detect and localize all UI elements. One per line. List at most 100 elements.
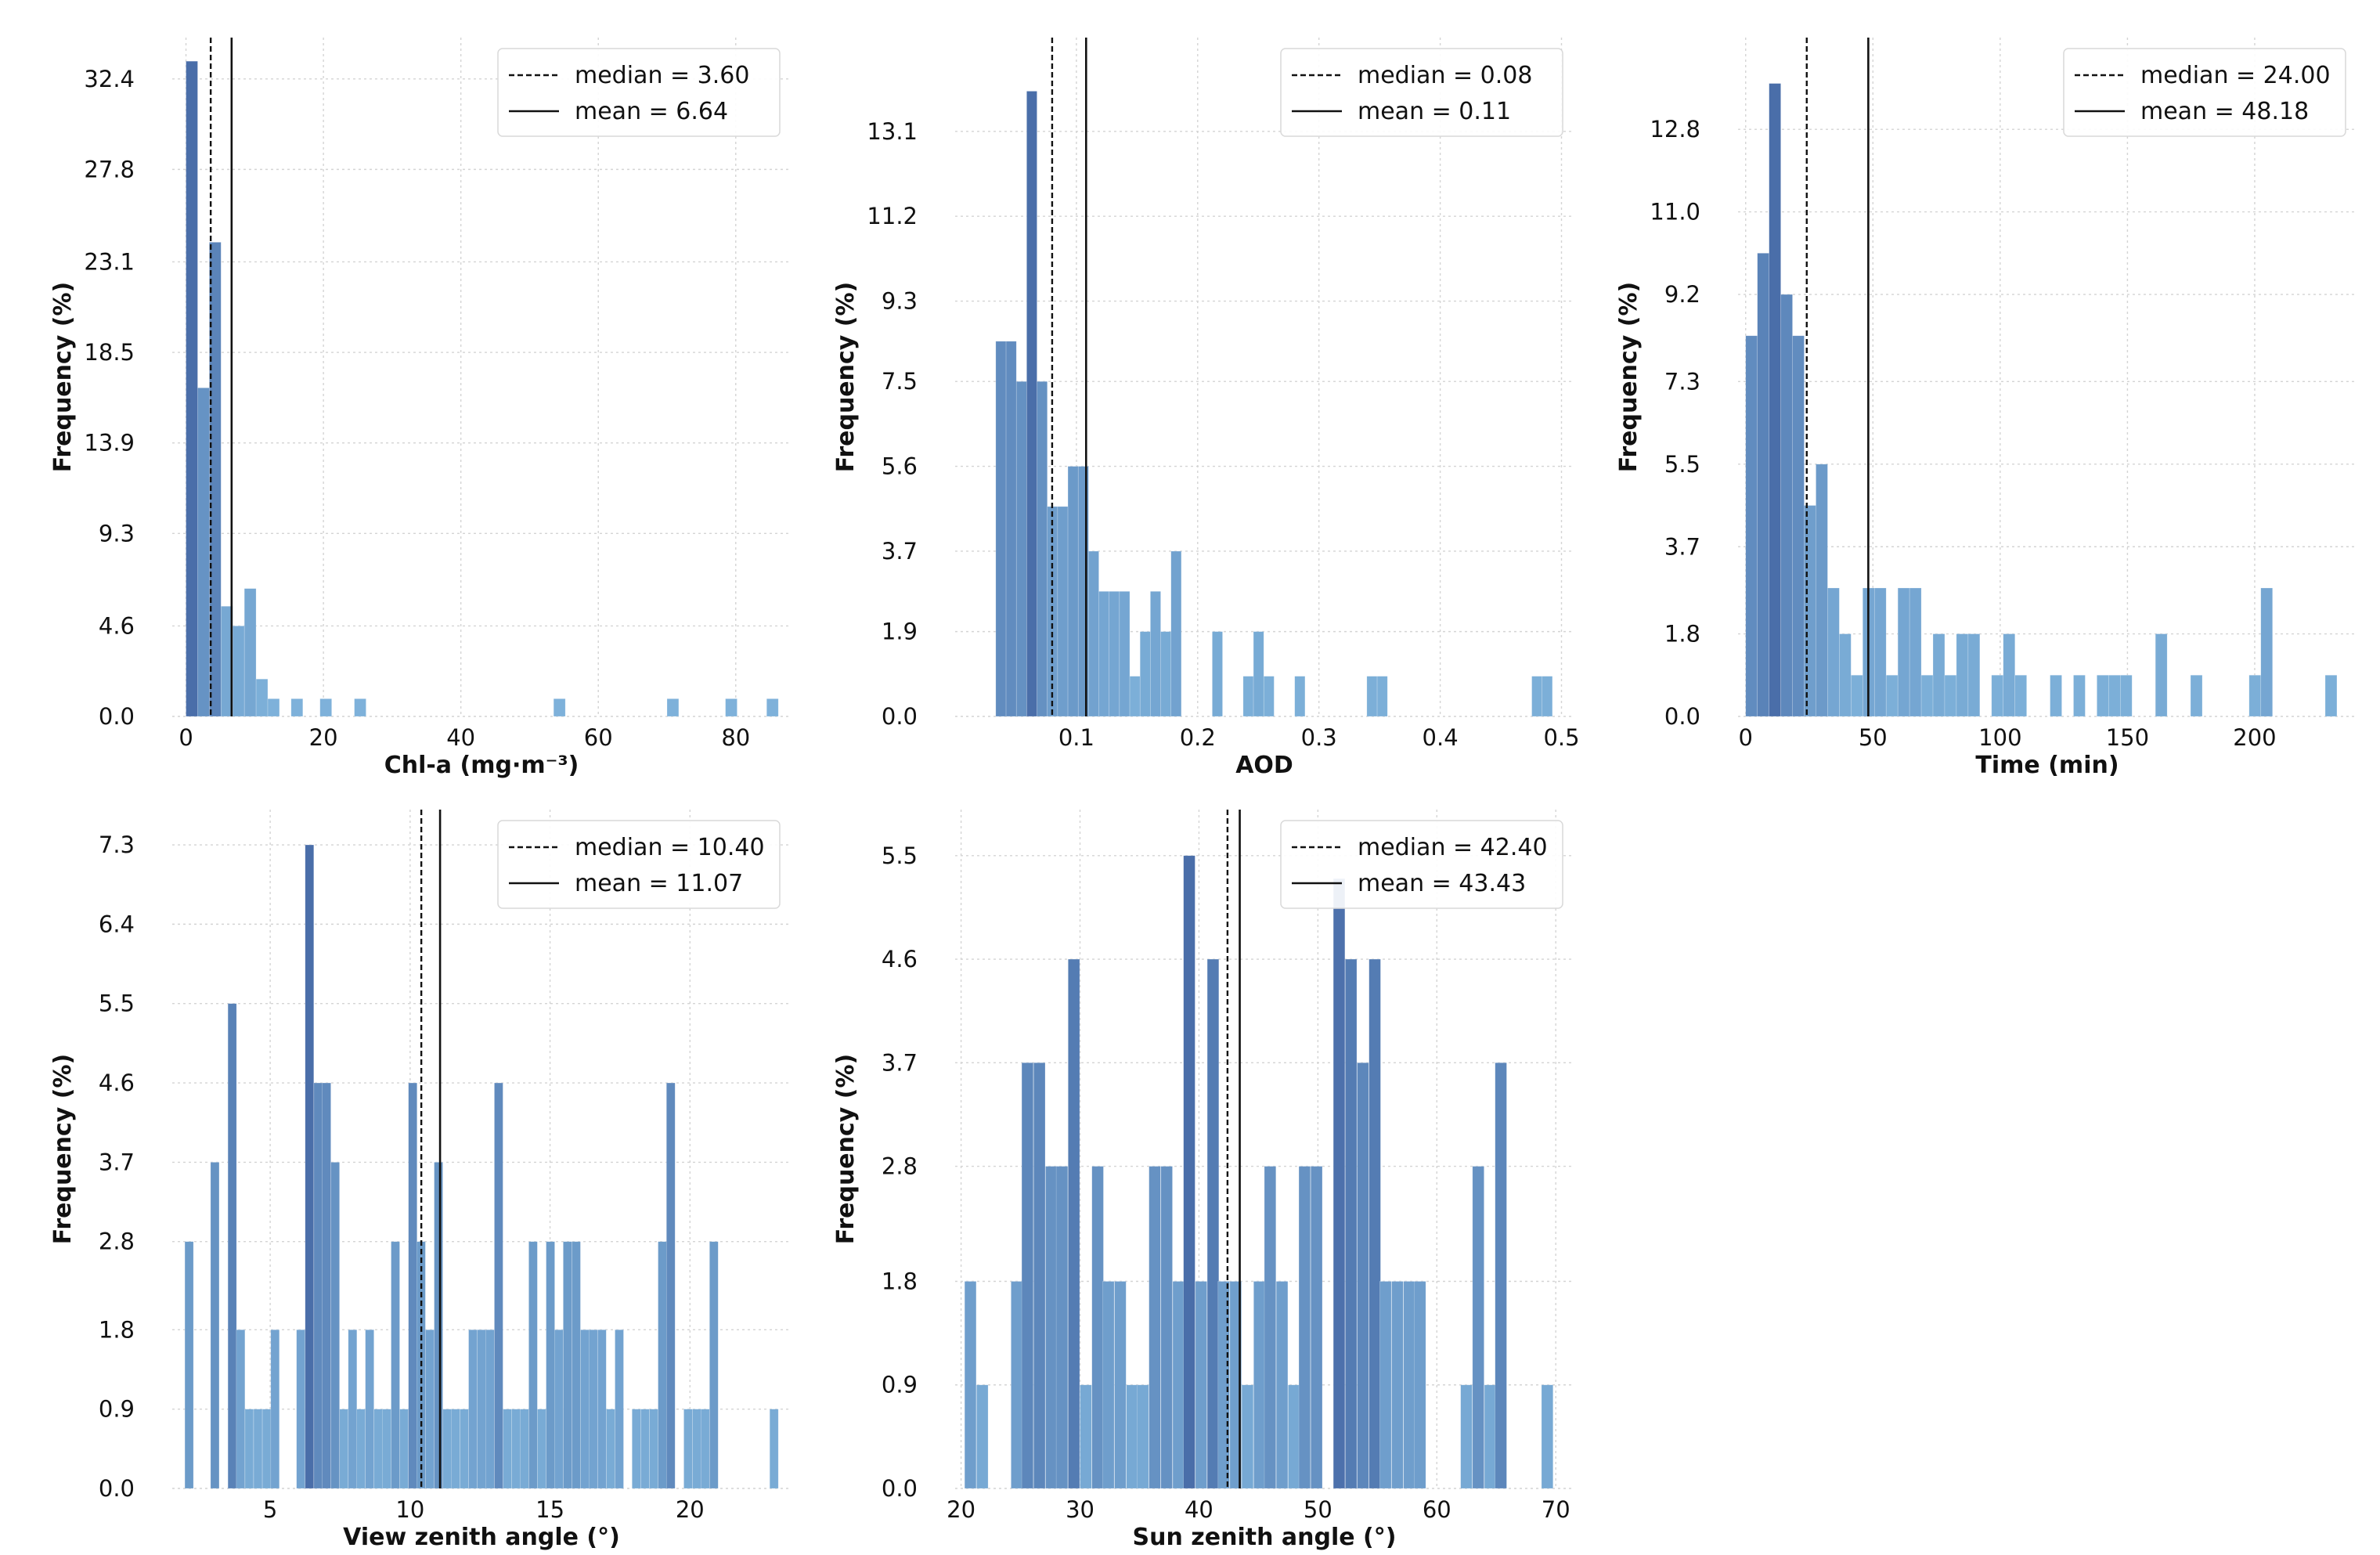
histogram-bar	[468, 1330, 478, 1489]
x-tick-label: 60	[584, 724, 613, 751]
histogram-bar	[1264, 1166, 1277, 1489]
legend-median-label: median = 0.08	[1358, 62, 1532, 89]
histogram-bar	[261, 1409, 272, 1489]
histogram-bar	[1932, 633, 1945, 717]
bars	[184, 844, 779, 1489]
histogram-bar	[1160, 631, 1172, 717]
histogram-bar	[1944, 674, 1957, 717]
y-axis-label: Frequency (%)	[1615, 282, 1643, 473]
legend: median = 42.40 mean = 43.43	[1280, 820, 1563, 909]
histogram-bar	[1015, 381, 1027, 717]
histogram-bar	[1897, 587, 1910, 717]
y-tick-label: 18.5	[84, 339, 135, 366]
histogram-bar	[1241, 1384, 1254, 1489]
histogram-bar	[2014, 674, 2027, 717]
histogram-bar	[528, 1241, 538, 1489]
legend: median = 0.08 mean = 0.11	[1280, 48, 1563, 137]
histogram-bar	[503, 1409, 512, 1489]
histogram-bar	[425, 1330, 435, 1489]
histogram-bar	[709, 1241, 719, 1489]
histogram-bar	[2248, 674, 2262, 717]
legend-median-label: median = 24.00	[2140, 62, 2331, 89]
y-tick-label: 0.0	[99, 1475, 135, 1502]
y-axis-label: Frequency (%)	[49, 282, 77, 473]
histogram-bar	[1139, 631, 1151, 717]
chart-panel-aod: 0.0 1.9 3.7 5.6 7.5 9.3 11.2 13.1 0.1 0.2 0.3 0.4 0.…	[783, 0, 1580, 783]
y-tick-label: 3.7	[99, 1149, 135, 1175]
x-tick-label: 60	[1423, 1496, 1451, 1523]
histogram-bar	[1816, 464, 1828, 717]
histogram-bar	[1967, 633, 1981, 717]
histogram-bar	[227, 1003, 237, 1489]
legend-box	[2063, 48, 2346, 137]
bars	[1745, 83, 2338, 717]
y-axis-label: Frequency (%)	[832, 282, 860, 473]
y-tick-label: 1.8	[882, 1268, 918, 1294]
histogram-bar	[373, 1409, 384, 1489]
y-tick-label: 0.9	[882, 1372, 918, 1398]
chart-svg-aod: 0.0 1.9 3.7 5.6 7.5 9.3 11.2 13.1 0.1 0.2 0.3 0.4 0.…	[832, 38, 1580, 779]
y-tick-label: 13.9	[84, 430, 135, 456]
x-tick-label: 30	[1066, 1496, 1094, 1523]
histogram-bar	[1920, 674, 1934, 717]
histogram-bar	[1275, 1281, 1289, 1489]
x-tick-label: 0.3	[1301, 724, 1337, 751]
histogram-bar	[1288, 1384, 1300, 1489]
histogram-bar	[243, 588, 257, 717]
histogram-bar	[236, 1330, 246, 1489]
histogram-bar	[1170, 550, 1182, 717]
histogram-bar	[305, 844, 315, 1489]
chart-panel-sun-zenith: 0.0 0.9 1.8 2.8 3.7 4.6 5.5 20 30 40 50 60 70 Frequen…	[783, 772, 1574, 1555]
x-tick-label: 40	[1185, 1496, 1213, 1523]
histogram-bar	[197, 388, 210, 717]
legend-mean-label: mean = 6.64	[575, 98, 728, 125]
x-tick-label: 70	[1542, 1496, 1570, 1523]
legend-box	[497, 48, 781, 137]
histogram-bar	[1403, 1281, 1415, 1489]
histogram-bar	[1037, 381, 1048, 717]
x-tick-label: 50	[1304, 1496, 1332, 1523]
legend-mean-label: mean = 11.07	[575, 870, 743, 897]
histogram-bar	[460, 1409, 469, 1489]
histogram-bar	[1150, 590, 1161, 717]
x-tick-label: 0	[178, 724, 193, 751]
x-axis-label: View zenith angle (°)	[343, 1524, 620, 1551]
histogram-bar	[2155, 633, 2168, 717]
histogram-bar	[769, 1409, 779, 1489]
histogram-bar	[553, 698, 566, 717]
bars	[186, 60, 779, 717]
histogram-bar	[1057, 506, 1069, 717]
y-tick-label: 6.4	[99, 911, 135, 937]
histogram-bar	[1195, 1281, 1207, 1489]
histogram-bar	[1909, 587, 1922, 717]
histogram-bar	[1253, 1281, 1266, 1489]
x-tick-label: 20	[676, 1496, 705, 1523]
histogram-bar	[683, 1409, 693, 1489]
histogram-bar	[186, 60, 198, 717]
y-tick-label: 12.8	[1650, 116, 1700, 143]
histogram-bar	[1414, 1281, 1426, 1489]
y-tick-label: 0.0	[1664, 703, 1700, 730]
histogram-bar	[995, 341, 1007, 717]
histogram-bar	[554, 1330, 564, 1489]
y-tick-label: 9.3	[99, 520, 135, 547]
chart-svg-time: 0.0 1.8 3.7 5.5 7.3 9.2 11.0 12.8 0 50 100 150 200 Fr…	[1615, 38, 2357, 779]
histogram-bar	[1956, 633, 1969, 717]
histogram-bar	[1294, 676, 1306, 717]
histogram-bar	[725, 698, 737, 717]
y-tick-label: 0.0	[882, 1475, 918, 1502]
histogram-bar	[322, 1082, 331, 1489]
histogram-bar	[665, 1082, 676, 1489]
bars	[964, 855, 1554, 1489]
histogram-bar	[451, 1409, 460, 1489]
histogram-bar	[511, 1409, 521, 1489]
histogram-bar	[1080, 1384, 1092, 1489]
legend: median = 24.00 mean = 48.18	[2063, 48, 2346, 137]
histogram-bar	[1217, 1281, 1230, 1489]
chart-panel-view-zenith: 0.0 0.9 1.8 2.8 3.7 4.6 5.5 6.4 7.3 5 10 15 20 Freque…	[0, 772, 791, 1555]
histogram-bar	[356, 1409, 366, 1489]
histogram-bar	[354, 698, 366, 717]
histogram-bar	[1149, 1166, 1161, 1489]
histogram-bar	[597, 1330, 607, 1489]
